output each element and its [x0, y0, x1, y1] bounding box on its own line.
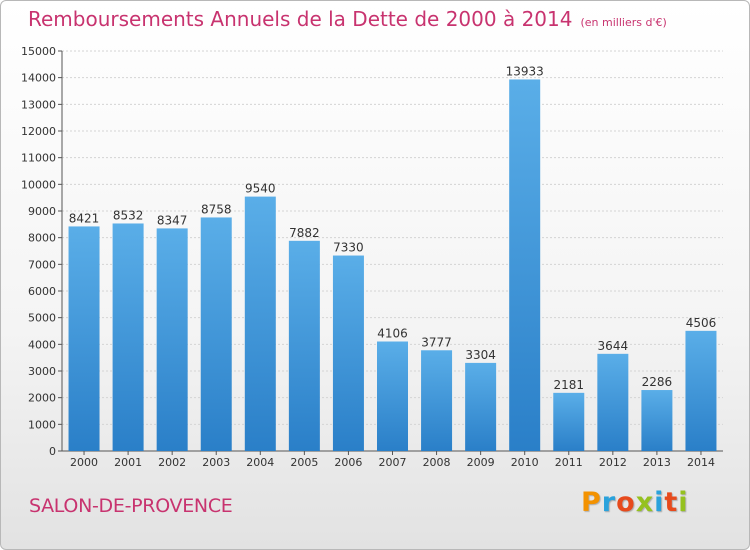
logo-letter: t [664, 487, 679, 518]
logo-letter: i [678, 487, 689, 518]
y-tick-label: 15000 [21, 45, 56, 58]
y-tick-label: 8000 [28, 232, 56, 245]
x-tick-label: 2011 [555, 456, 583, 469]
data-label: 13933 [506, 64, 544, 78]
bar [597, 353, 629, 451]
y-tick-label: 14000 [21, 72, 56, 85]
bar [421, 350, 453, 451]
y-tick-label: 12000 [21, 125, 56, 138]
y-tick-label: 2000 [28, 392, 56, 405]
data-label: 3304 [465, 348, 496, 362]
data-label: 9540 [245, 182, 276, 196]
bar [200, 217, 232, 451]
data-label: 7330 [333, 241, 364, 255]
bar [509, 79, 541, 451]
data-label: 2181 [553, 378, 584, 392]
x-tick-label: 2010 [511, 456, 539, 469]
bar [288, 240, 320, 451]
chart-title-text: Remboursements Annuels de la Dette de 20… [28, 7, 573, 31]
bar [244, 196, 276, 451]
data-label: 3777 [421, 335, 452, 349]
x-tick-label: 2005 [290, 456, 318, 469]
x-tick-label: 2006 [334, 456, 362, 469]
bar [465, 362, 497, 451]
x-tick-label: 2012 [599, 456, 627, 469]
data-label: 4506 [686, 316, 717, 330]
x-tick-label: 2003 [202, 456, 230, 469]
y-tick-label: 4000 [28, 338, 56, 351]
data-label: 4106 [377, 327, 408, 341]
x-tick-label: 2001 [114, 456, 142, 469]
x-tick-label: 2007 [379, 456, 407, 469]
city-label: SALON-DE-PROVENCE [29, 495, 233, 517]
y-tick-label: 11000 [21, 152, 56, 165]
chart-title: Remboursements Annuels de la Dette de 20… [28, 7, 667, 31]
data-label: 8347 [157, 213, 188, 227]
y-tick-label: 9000 [28, 205, 56, 218]
bar [377, 341, 408, 451]
data-label: 8758 [201, 202, 232, 216]
bar [641, 390, 673, 451]
y-tick-label: 7000 [28, 258, 56, 271]
y-tick-label: 0 [49, 445, 56, 458]
y-tick-label: 1000 [28, 418, 56, 431]
bar [156, 228, 188, 451]
data-label: 8421 [69, 211, 100, 225]
data-label: 8532 [113, 208, 144, 222]
bar [553, 392, 585, 451]
chart-unit-label: (en milliers d'€) [580, 16, 667, 29]
y-tick-label: 13000 [21, 98, 56, 111]
bar [685, 330, 717, 451]
y-tick-label: 10000 [21, 178, 56, 191]
y-tick-label: 3000 [28, 365, 56, 378]
bar [112, 223, 144, 451]
y-tick-label: 5000 [28, 312, 56, 325]
logo-letter: o [616, 487, 636, 518]
x-tick-label: 2014 [687, 456, 715, 469]
y-tick-label: 6000 [28, 285, 56, 298]
proxiti-logo: Proxiti [581, 487, 689, 518]
x-tick-label: 2004 [246, 456, 274, 469]
data-label: 7882 [289, 226, 320, 240]
data-label: 3644 [598, 339, 629, 353]
bar [68, 226, 100, 451]
bar [332, 255, 364, 451]
logo-letter: x [635, 487, 655, 518]
x-tick-label: 2002 [158, 456, 186, 469]
x-tick-label: 2008 [423, 456, 451, 469]
logo-letter: r [601, 487, 617, 518]
logo-letter: i [654, 487, 665, 518]
x-tick-label: 2013 [643, 456, 671, 469]
x-tick-label: 2009 [467, 456, 495, 469]
data-label: 2286 [642, 375, 673, 389]
x-tick-label: 2000 [70, 456, 98, 469]
logo-letter: P [581, 487, 602, 518]
